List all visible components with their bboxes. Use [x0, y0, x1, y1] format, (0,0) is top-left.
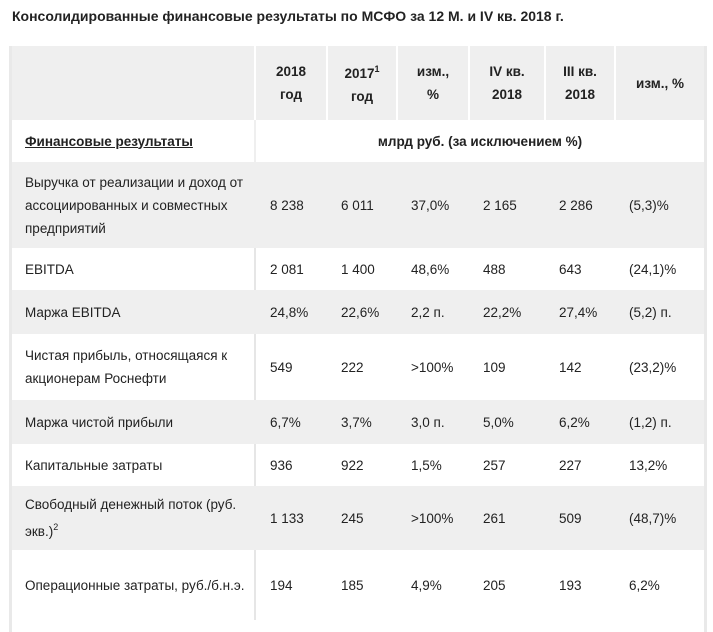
cell-q3: 142 — [545, 334, 615, 400]
row-label-text: Свободный денежный поток (руб. экв.) — [25, 497, 237, 539]
cell-2017: 185 — [327, 550, 397, 620]
cell-q4: 109 — [469, 334, 545, 400]
cell-q3: 27,4% — [545, 290, 615, 334]
column-header-q4: IV кв. 2018 — [468, 46, 545, 120]
row-label: Операционные затраты, руб./б.н.э. — [12, 550, 255, 620]
cell-q3: 2 286 — [545, 162, 615, 248]
cell-2017: 245 — [327, 486, 397, 550]
table-row: Капитальные затраты 936 922 1,5% 257 227… — [12, 444, 704, 486]
cell-quarter-change: (24,1)% — [615, 248, 704, 290]
page-title: Консолидированные финансовые результаты … — [12, 8, 564, 24]
row-label: Чистая прибыль, относящаяся к акционерам… — [12, 334, 255, 400]
cell-q4: 22,2% — [469, 290, 545, 334]
section-label: Финансовые результаты — [12, 120, 255, 162]
column-header-2017: 20171 год — [326, 46, 397, 120]
cell-change: 48,6% — [397, 248, 469, 290]
cell-2018: 24,8% — [254, 290, 327, 334]
cell-2017: 1 400 — [327, 248, 397, 290]
column-header-2018-year: 2018 — [275, 64, 307, 79]
column-header-q3-label: III кв. — [563, 64, 597, 79]
column-header-q3-year: 2018 — [564, 87, 596, 102]
cell-quarter-change: (5,2) п. — [615, 290, 704, 334]
row-label: Маржа чистой прибыли — [12, 400, 255, 444]
cell-2017: 3,7% — [327, 400, 397, 444]
financial-results-table: 2018 год 20171 год изм., % IV кв. 2018 I… — [9, 46, 707, 632]
cell-2017: 922 — [327, 444, 397, 486]
cell-quarter-change: 13,2% — [615, 444, 704, 486]
cell-change: 37,0% — [397, 162, 469, 248]
footnote-marker-2: 2 — [53, 522, 59, 532]
cell-2018: 549 — [254, 334, 327, 400]
column-header-2017-year: 2017 — [344, 66, 375, 81]
row-label: Маржа EBITDA — [12, 290, 255, 334]
cell-2017: 22,6% — [327, 290, 397, 334]
table-row: EBITDA 2 081 1 400 48,6% 488 643 (24,1)% — [12, 248, 704, 290]
column-header-change: изм., % — [396, 46, 469, 120]
column-header-2018: 2018 год — [254, 46, 327, 120]
cell-quarter-change: (48,7)% — [615, 486, 704, 550]
section-header-row: Финансовые результаты млрд руб. (за искл… — [12, 120, 704, 162]
cell-change: 4,9% — [397, 550, 469, 620]
column-header-quarter-change: изм., % — [614, 46, 704, 120]
table-row: Чистая прибыль, относящаяся к акционерам… — [12, 334, 704, 400]
row-label: Свободный денежный поток (руб. экв.)2 — [12, 486, 255, 550]
cell-2017: 6 011 — [327, 162, 397, 248]
cell-2017: 222 — [327, 334, 397, 400]
units-note: млрд руб. (за исключением %) — [254, 120, 704, 162]
table-row: Операционные затраты, руб./б.н.э. 194 18… — [12, 550, 704, 620]
column-header-2017-unit: год — [350, 89, 374, 104]
column-header-change-label: изм., — [416, 64, 450, 79]
column-header-q4-label: IV кв. — [489, 64, 525, 79]
cell-change: 2,2 п. — [397, 290, 469, 334]
cell-q4: 2 165 — [469, 162, 545, 248]
cell-q3: 643 — [545, 248, 615, 290]
cell-q3: 227 — [545, 444, 615, 486]
cell-2018: 936 — [254, 444, 327, 486]
row-label: Выручка от реализации и доход от ассоции… — [12, 162, 255, 248]
column-header-q4-year: 2018 — [491, 87, 523, 102]
column-header-quarter-change-label: изм., % — [636, 75, 684, 91]
cell-q4: 488 — [469, 248, 545, 290]
column-header-2018-unit: год — [279, 87, 303, 102]
footnote-marker-1: 1 — [374, 64, 380, 74]
cell-q4: 205 — [469, 550, 545, 620]
table-row: Выручка от реализации и доход от ассоции… — [12, 162, 704, 248]
column-header-q3: III кв. 2018 — [544, 46, 615, 120]
cell-q4: 257 — [469, 444, 545, 486]
cell-q4: 5,0% — [469, 400, 545, 444]
cell-change: 1,5% — [397, 444, 469, 486]
cell-change: >100% — [397, 486, 469, 550]
cell-quarter-change: (1,2) п. — [615, 400, 704, 444]
table-row: Маржа EBITDA 24,8% 22,6% 2,2 п. 22,2% 27… — [12, 290, 704, 334]
table-row: Свободный денежный поток (руб. экв.)2 1 … — [12, 486, 704, 550]
cell-quarter-change: (5,3)% — [615, 162, 704, 248]
table-header-row: 2018 год 20171 год изм., % IV кв. 2018 I… — [12, 46, 704, 120]
cell-2018: 194 — [254, 550, 327, 620]
cell-2018: 6,7% — [254, 400, 327, 444]
row-label: Капитальные затраты — [12, 444, 255, 486]
cell-q4: 261 — [469, 486, 545, 550]
table-row: Маржа чистой прибыли 6,7% 3,7% 3,0 п. 5,… — [12, 400, 704, 444]
cell-quarter-change: (23,2)% — [615, 334, 704, 400]
cell-change: 3,0 п. — [397, 400, 469, 444]
cell-quarter-change: 6,2% — [615, 550, 704, 620]
column-header-change-unit: % — [426, 87, 439, 102]
cell-q3: 193 — [545, 550, 615, 620]
cell-change: >100% — [397, 334, 469, 400]
cell-q3: 6,2% — [545, 400, 615, 444]
cell-2018: 1 133 — [254, 486, 327, 550]
cell-2018: 2 081 — [254, 248, 327, 290]
cell-q3: 509 — [545, 486, 615, 550]
row-label: EBITDA — [12, 248, 255, 290]
header-empty-cell — [12, 46, 255, 120]
cell-2018: 8 238 — [254, 162, 327, 248]
